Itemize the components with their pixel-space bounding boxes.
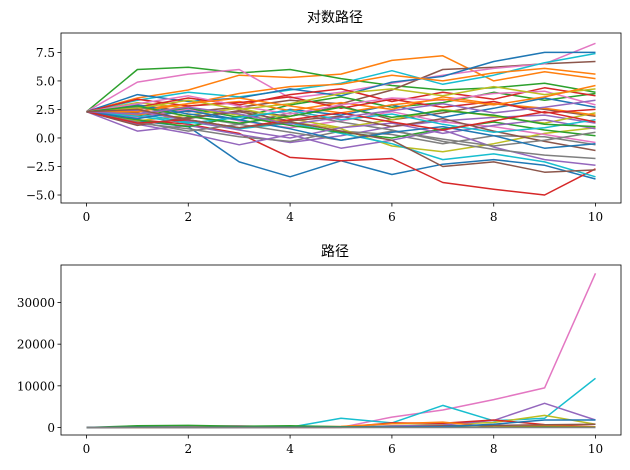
top-y-axis: −5.0 −2.5 0.0 2.5 5.0 7.5 (26, 46, 61, 203)
bottom-subplot: 路径 0 2 4 6 8 10 0 10000 20000 30000 (17, 244, 622, 456)
top-y-tick-label: 0.0 (36, 131, 55, 145)
bottom-x-tick-label: 8 (490, 442, 498, 456)
bottom-x-tick-label: 6 (388, 442, 396, 456)
top-series-line-34 (86, 99, 596, 126)
top-series-line-22 (86, 110, 596, 139)
bottom-y-axis: 0 10000 20000 30000 (17, 296, 61, 435)
top-series-line-24 (86, 109, 596, 139)
top-x-tick-label: 10 (588, 210, 603, 224)
top-series-line-23 (86, 96, 596, 114)
bottom-x-tick-label: 10 (588, 442, 603, 456)
bottom-x-tick-label: 2 (184, 442, 192, 456)
top-y-tick-label: −5.0 (26, 189, 55, 203)
top-series-line-10 (86, 51, 596, 113)
bottom-x-axis: 0 2 4 6 8 10 (83, 435, 603, 456)
top-series-line-11 (86, 67, 596, 113)
bottom-chart-title: 路径 (321, 244, 349, 260)
top-series-line-13 (86, 87, 596, 113)
top-x-tick-label: 8 (490, 210, 498, 224)
top-series-line-28 (86, 85, 596, 113)
top-series-line-33 (86, 110, 596, 131)
top-x-tick-label: 4 (286, 210, 294, 224)
bottom-x-tick-label: 0 (83, 442, 91, 456)
top-series-line-35 (86, 108, 596, 173)
top-y-tick-label: −2.5 (26, 160, 55, 174)
top-subplot: 对数路径 0 2 4 6 8 10 −5.0 −2.5 0.0 2.5 5.0 7.5 (26, 10, 622, 224)
top-x-tick-label: 0 (83, 210, 91, 224)
top-series-group (86, 42, 596, 196)
top-x-tick-label: 6 (388, 210, 396, 224)
top-series-line-3 (86, 110, 596, 196)
top-series-line-1 (86, 55, 596, 113)
bottom-y-tick-label: 10000 (17, 379, 55, 393)
top-series-line-26 (86, 90, 596, 115)
top-series-line-2 (86, 66, 596, 113)
top-y-tick-label: 7.5 (36, 46, 55, 60)
top-chart-title: 对数路径 (307, 10, 363, 26)
top-x-axis: 0 2 4 6 8 10 (83, 203, 603, 224)
bottom-x-tick-label: 4 (286, 442, 294, 456)
top-series-line-16 (86, 108, 596, 144)
top-axes-frame (60, 32, 622, 204)
bottom-y-tick-label: 20000 (17, 338, 55, 352)
top-x-tick-label: 2 (184, 210, 192, 224)
bottom-series-group (86, 272, 597, 429)
top-y-tick-label: 2.5 (36, 103, 55, 117)
top-y-tick-label: 5.0 (36, 74, 55, 88)
bottom-y-tick-label: 0 (47, 421, 55, 435)
top-series-line-6 (86, 42, 596, 113)
bottom-y-tick-label: 30000 (17, 296, 55, 310)
top-series-line-25 (86, 110, 596, 152)
bottom-axes-frame (60, 264, 622, 436)
